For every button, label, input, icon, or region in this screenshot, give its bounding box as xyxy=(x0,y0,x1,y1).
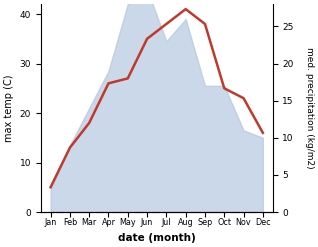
Y-axis label: med. precipitation (kg/m2): med. precipitation (kg/m2) xyxy=(305,47,314,169)
Y-axis label: max temp (C): max temp (C) xyxy=(4,74,14,142)
X-axis label: date (month): date (month) xyxy=(118,233,196,243)
